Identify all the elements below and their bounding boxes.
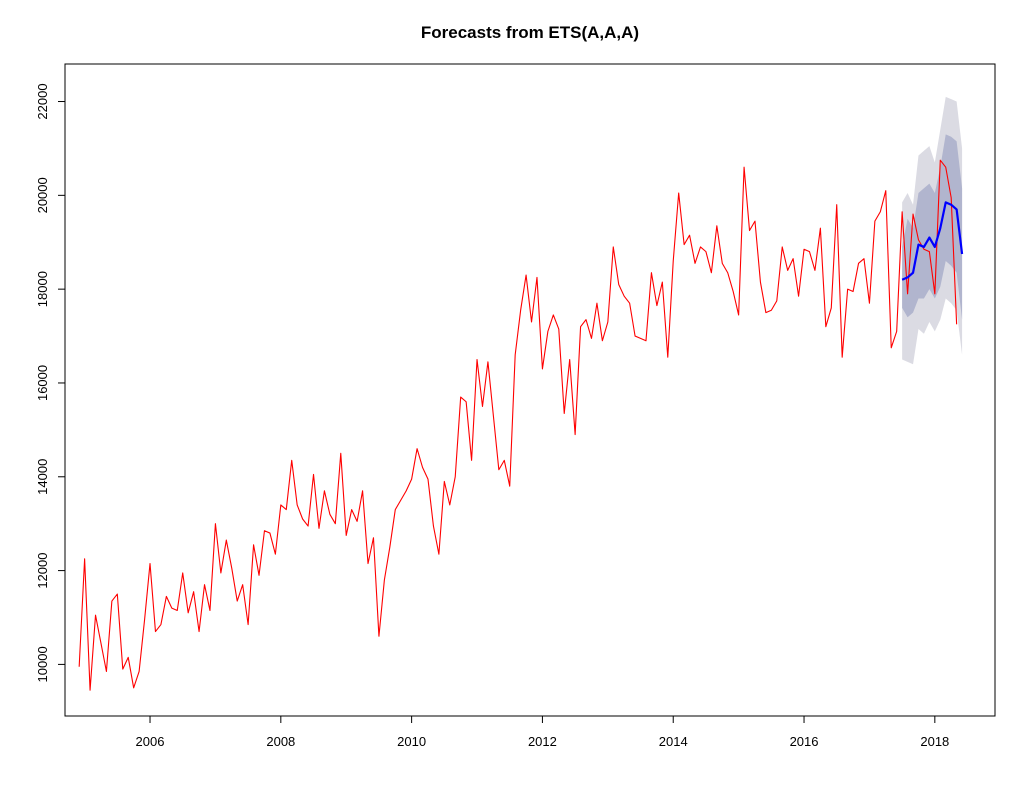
y-tick-label: 18000 — [35, 271, 50, 307]
forecast-series — [901, 201, 964, 281]
y-tick-label: 10000 — [35, 646, 50, 682]
y-tick-label: 12000 — [35, 553, 50, 589]
plot-frame — [64, 63, 996, 717]
x-tick-label: 2016 — [790, 734, 819, 749]
x-tick-label: 2012 — [528, 734, 557, 749]
band-80-area — [902, 134, 963, 320]
y-axis: 10000 12000 14000 16000 18000 20000 22000 — [35, 83, 66, 682]
prediction-band-80 — [902, 134, 963, 320]
x-tick-label: 2008 — [266, 734, 295, 749]
x-axis: 2006 2008 2010 2012 2014 2016 2018 — [136, 715, 949, 749]
y-tick-label: 16000 — [35, 365, 50, 401]
y-tick-label: 22000 — [35, 83, 50, 119]
chart-title: Forecasts from ETS(A,A,A) — [421, 23, 639, 42]
x-tick-label: 2018 — [920, 734, 949, 749]
observed-series — [78, 159, 958, 691]
x-tick-label: 2014 — [659, 734, 688, 749]
y-tick-label: 20000 — [35, 177, 50, 213]
forecast-line — [901, 201, 964, 281]
observed-line — [78, 159, 958, 691]
x-tick-label: 2006 — [136, 734, 165, 749]
y-tick-label: 14000 — [35, 459, 50, 495]
x-tick-label: 2010 — [397, 734, 426, 749]
